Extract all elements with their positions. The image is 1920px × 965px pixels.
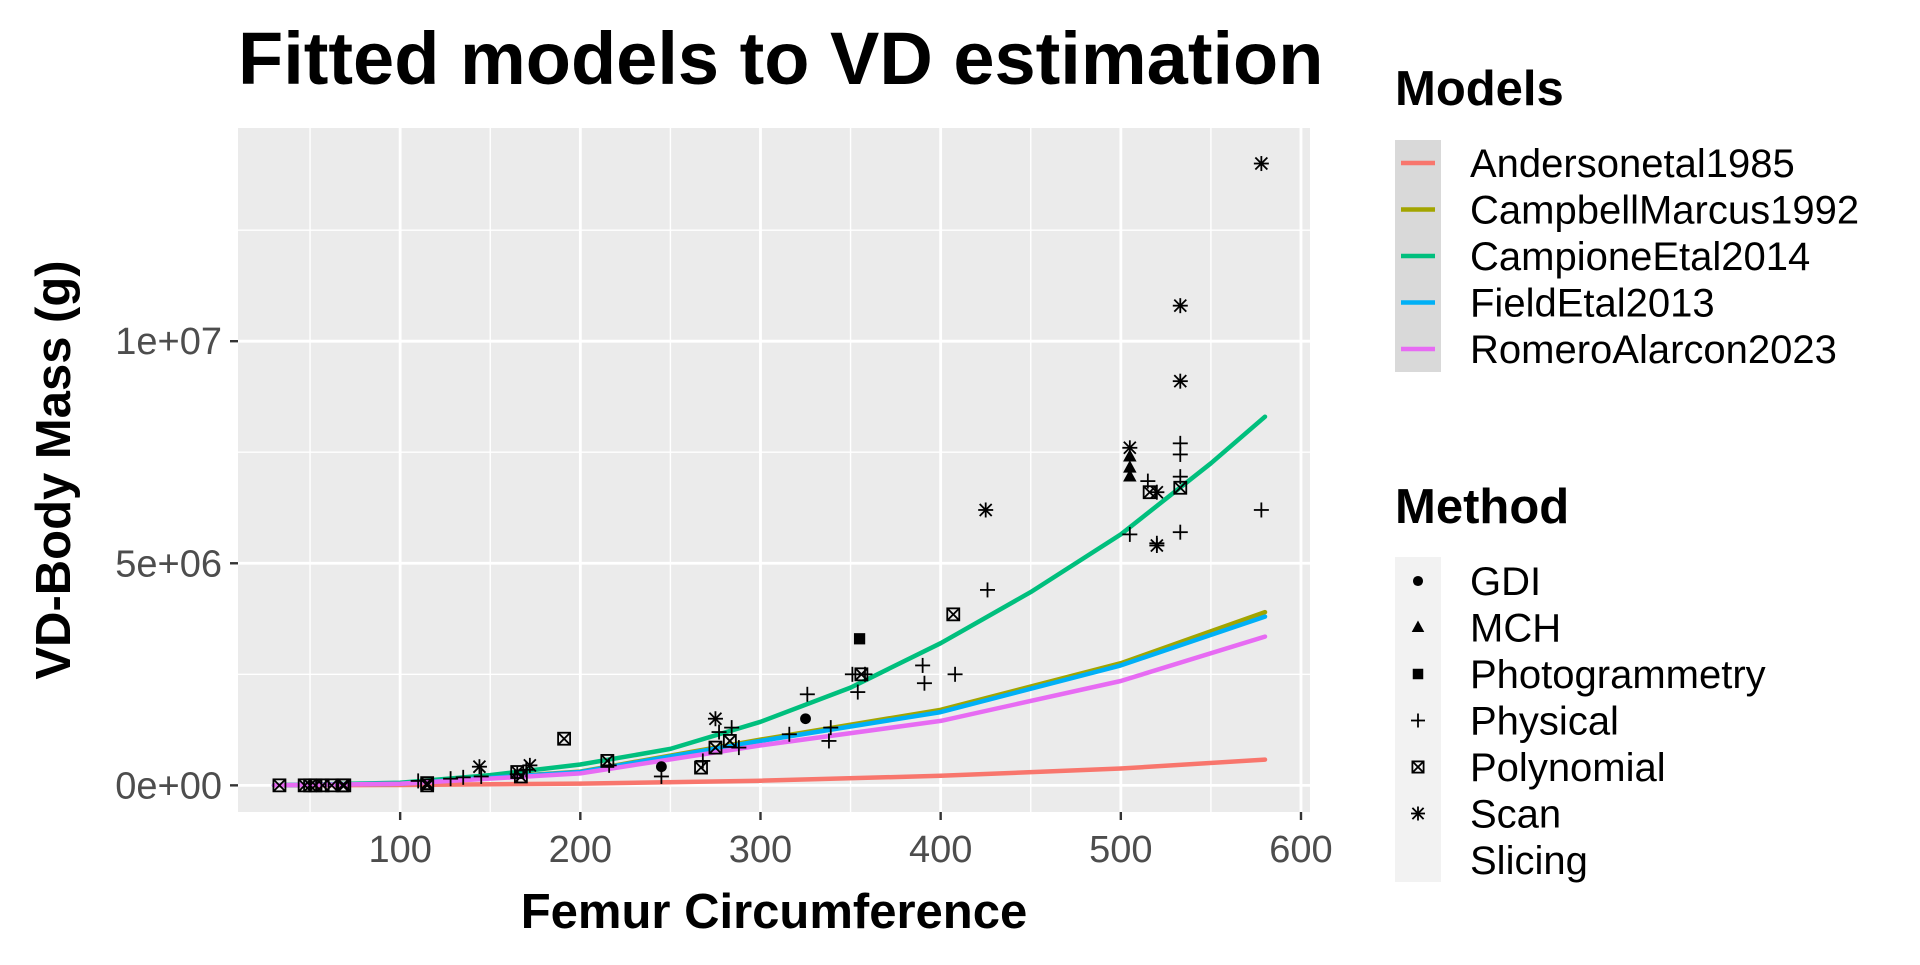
legend-label-physical: Physical <box>1470 700 1619 744</box>
curve-RomeroAlarcon2023 <box>271 634 1268 788</box>
x-tick-label: 100 <box>368 829 431 871</box>
y-tick-label: 1e+07 <box>115 321 222 363</box>
x-tick-label: 400 <box>909 829 972 871</box>
data-point-physical <box>1172 524 1188 540</box>
legend-models-title: Models <box>1395 62 1564 116</box>
data-point-physical <box>724 720 740 736</box>
data-point-physical <box>695 753 711 769</box>
data-point-physical <box>731 740 747 756</box>
x-axis-label: Femur Circumference <box>521 885 1028 939</box>
data-point-scan <box>1172 373 1188 389</box>
legend-models: Models Andersonetal1985CampbellMarcus199… <box>1395 62 1859 372</box>
legend-method: Method GDIMCHPhotogrammetryPhysicalPolyn… <box>1395 480 1766 883</box>
data-point-physical <box>823 720 839 736</box>
data-point-physical <box>443 771 459 787</box>
y-axis-label: VD-Body Mass (g) <box>27 260 81 679</box>
data-point-polynomial <box>708 740 723 755</box>
data-point-physical <box>916 675 932 691</box>
data-point-physical <box>1172 469 1188 485</box>
data-point-physical <box>821 733 837 749</box>
legend-label-scan: Scan <box>1470 793 1561 837</box>
data-point-scan <box>978 502 994 518</box>
legend-key-photogrammetry <box>1412 668 1424 680</box>
data-point-physical <box>850 684 866 700</box>
legend-label-photogrammetry: Photogrammetry <box>1470 653 1766 697</box>
data-point-polynomial <box>722 734 737 748</box>
legend-label-Andersonetal1985: Andersonetal1985 <box>1470 142 1795 186</box>
data-point-physical <box>601 757 617 773</box>
data-point-scan <box>522 757 538 773</box>
chart-title: Fitted models to VD estimation <box>238 17 1323 100</box>
data-point-mch <box>1123 449 1137 462</box>
data-point-physical <box>711 724 727 740</box>
data-point-gdi <box>800 713 811 725</box>
legend-key-scan <box>1411 806 1425 821</box>
data-point-physical <box>1172 446 1188 462</box>
data-point-photogrammetry <box>853 633 866 645</box>
legend-key-mch <box>1411 620 1425 633</box>
legend-label-mch: MCH <box>1470 607 1561 651</box>
y-axis: 0e+00 5e+06 1e+07 <box>115 321 238 807</box>
legend-key-physical <box>1411 713 1425 728</box>
legend-label-slicing: Slicing <box>1470 839 1588 883</box>
data-point-physical <box>844 666 860 682</box>
grid-minor <box>238 128 1310 812</box>
data-point-physical <box>781 726 797 742</box>
data-point-physical <box>455 769 471 785</box>
data-point-mch <box>1123 460 1137 473</box>
data-point-mch <box>1123 469 1137 482</box>
data-point-physical <box>653 768 669 784</box>
data-point-polynomial <box>557 731 572 746</box>
data-point-physical <box>473 768 489 784</box>
data-point-scan <box>1149 484 1165 500</box>
y-tick-label: 5e+06 <box>115 543 222 585</box>
y-tick-label: 0e+00 <box>115 765 222 807</box>
data-point-polynomial <box>420 778 435 793</box>
data-point-polynomial <box>337 778 352 793</box>
legend-label-FieldEtal2013: FieldEtal2013 <box>1470 282 1715 326</box>
data-point-physical <box>857 666 873 682</box>
x-tick-label: 600 <box>1269 829 1332 871</box>
legend-key-polynomial <box>1411 760 1425 774</box>
data-point-scan <box>471 759 487 775</box>
data-point-scan <box>707 711 723 727</box>
data-point-gdi <box>655 761 667 773</box>
data-point-physical <box>947 666 963 682</box>
legend-label-CampioneEtal2014: CampioneEtal2014 <box>1470 235 1810 279</box>
data-point-physical <box>979 582 995 598</box>
data-point-physical <box>1253 502 1269 518</box>
data-point-physical <box>1122 526 1138 542</box>
data-point-physical <box>1149 535 1165 551</box>
legend-key-gdi <box>1412 575 1424 587</box>
data-point-scan <box>1172 298 1188 314</box>
legend-label-polynomial: Polynomial <box>1470 746 1666 790</box>
x-tick-label: 300 <box>729 829 792 871</box>
data-point-polynomial <box>272 778 287 793</box>
data-points <box>272 156 1269 793</box>
x-tick-label: 200 <box>549 829 612 871</box>
data-point-scan <box>1253 156 1269 172</box>
data-point-physical <box>915 657 931 673</box>
legend-label-CampbellMarcus1992: CampbellMarcus1992 <box>1470 189 1859 233</box>
x-tick-label: 500 <box>1089 829 1152 871</box>
x-axis: 100 200 300 400 500 600 <box>368 812 1333 871</box>
legend-label-RomeroAlarcon2023: RomeroAlarcon2023 <box>1470 328 1837 372</box>
legend-label-gdi: GDI <box>1470 560 1541 604</box>
data-point-polynomial <box>946 607 961 622</box>
legend-method-title: Method <box>1395 480 1569 534</box>
data-point-physical <box>799 686 815 702</box>
